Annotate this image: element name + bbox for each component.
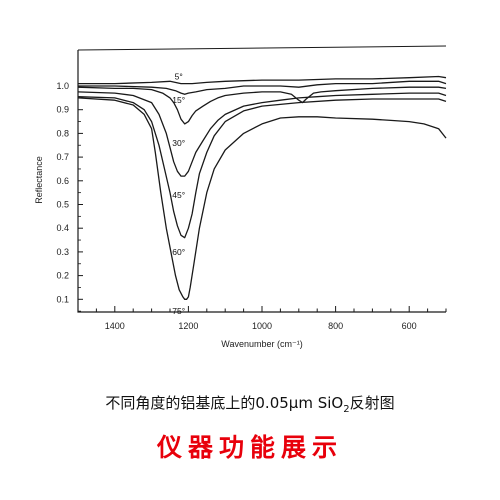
reflectance-chart: 0.1 0.2 0.3 0.4 0.5 0.6 0.7 0.8 0.9 1.0 1400 1200 10… — [34, 45, 447, 349]
plot-frame — [77, 50, 446, 313]
series-label-15deg: 15° — [172, 95, 185, 105]
y-tick-label: 0.1 — [56, 294, 69, 304]
series-label-75deg: 75° — [172, 306, 185, 316]
caption-subscript: 2 — [343, 404, 350, 415]
y-tick-label: 0.4 — [56, 223, 69, 233]
series-line-15deg — [78, 80, 447, 95]
series-line-5deg — [78, 75, 447, 85]
series-line-60deg — [77, 96, 447, 239]
y-tick-label: 0.6 — [56, 176, 69, 186]
y-tick-label: 0.3 — [56, 247, 69, 257]
page-subtitle: 仪器功能展示 — [156, 433, 343, 462]
chart-axes: 0.1 0.2 0.3 0.4 0.5 0.6 0.7 0.8 0.9 1.0 1400 1200 10… — [56, 45, 447, 331]
y-tick-label: 0.9 — [56, 105, 69, 115]
caption-text-after: 反射图 — [349, 394, 395, 412]
series-label-60deg: 60° — [172, 247, 185, 257]
y-tick-label: 0.5 — [56, 200, 69, 210]
caption-text-before: 不同角度的铝基底上的0.05μm SiO — [105, 394, 344, 412]
y-tick-label: 0.8 — [56, 128, 69, 138]
series-line-30deg — [77, 86, 447, 125]
x-axis-label: Wavenumber (cm⁻¹) — [221, 339, 302, 349]
plot-top-border — [77, 45, 447, 51]
series-line-75deg — [77, 97, 447, 300]
chart-series — [77, 75, 447, 300]
y-tick-label: 0.7 — [56, 152, 69, 162]
x-tick-label: 800 — [328, 321, 343, 331]
series-label-30deg: 30° — [172, 138, 185, 148]
series-label-5deg: 5° — [175, 72, 183, 82]
y-tick-label: 0.2 — [56, 271, 69, 281]
x-tick-label: 600 — [402, 321, 417, 331]
x-tick-label: 1200 — [178, 321, 198, 331]
chart-series-labels: 5° 15° 30° 45° 60° 75° — [172, 72, 185, 317]
series-label-45deg: 45° — [172, 190, 185, 200]
y-axis-label: Reflectance — [34, 156, 44, 204]
y-tick-label: 1.0 — [56, 81, 69, 91]
figure-caption: 不同角度的铝基底上的0.05μm SiO2反射图 — [0, 392, 500, 415]
x-tick-label: 1400 — [105, 321, 125, 331]
x-tick-label: 1000 — [252, 321, 272, 331]
series-line-45deg — [77, 91, 447, 177]
